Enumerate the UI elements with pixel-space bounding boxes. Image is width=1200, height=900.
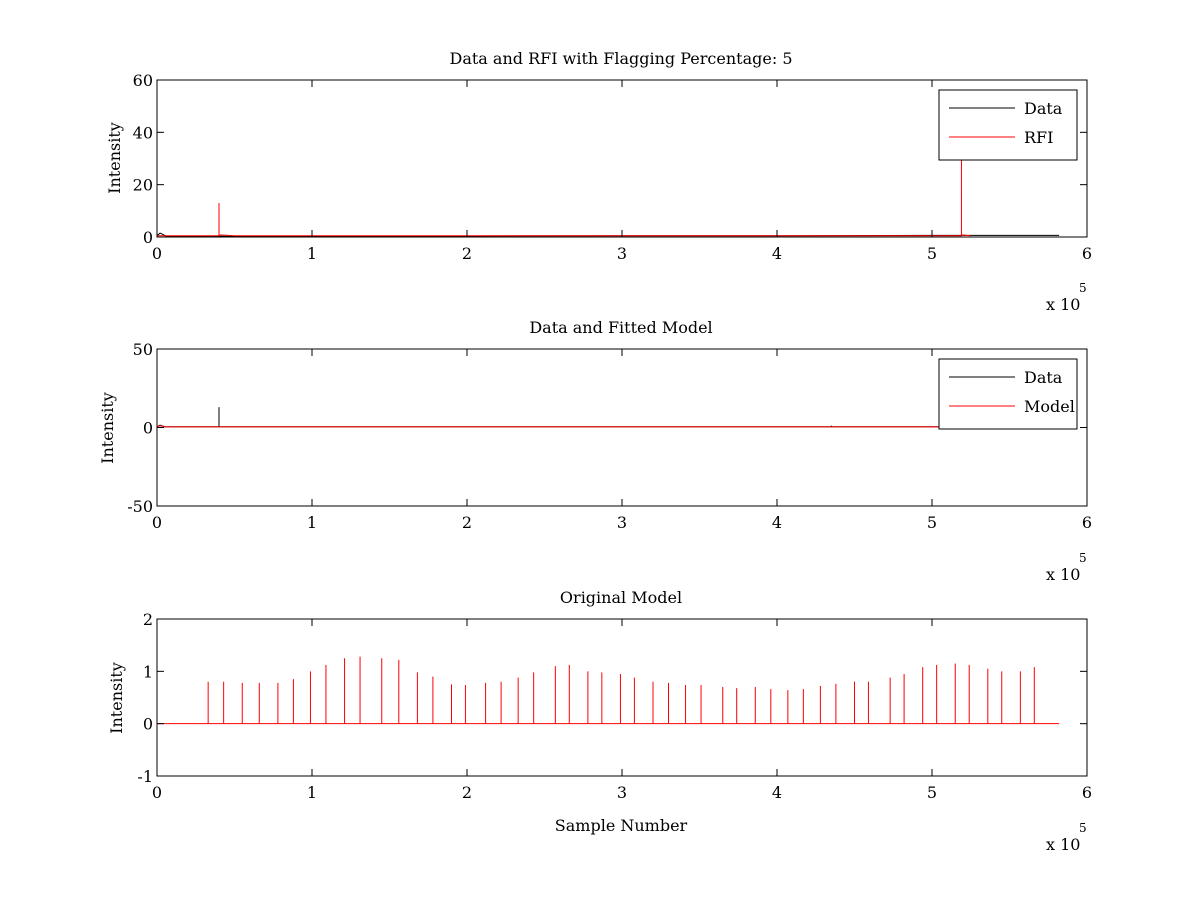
subplot-1-xtick-label: 5 (927, 244, 937, 263)
subplot-3-ytick-label: 0 (143, 715, 153, 734)
subplot-2-legend-label-data: Data (1024, 368, 1063, 387)
subplot-2-ylabel: Intensity (98, 392, 117, 464)
subplot-1-xmultiplier-base: x 10 (1046, 295, 1080, 314)
subplot-3-xtick-label: 2 (462, 783, 472, 802)
subplot-2-xtick-label: 2 (462, 513, 472, 532)
subplot-1-title: Data and RFI with Flagging Percentage: 5 (449, 49, 792, 68)
subplot-3-plot-area (157, 656, 1060, 725)
subplot-1-xtick-label: 0 (152, 244, 162, 263)
subplot-1-ytick-label: 60 (133, 71, 153, 90)
subplot-1-xmultiplier: x 10 5 (1046, 281, 1087, 314)
subplot-3-title: Original Model (560, 588, 682, 607)
subplot-1-ytick-label: 20 (133, 176, 153, 195)
subplot-3-ytick-label: 1 (143, 662, 153, 681)
subplot-2-legend-label-model: Model (1024, 397, 1075, 416)
subplot-3-xmultiplier-exp: 5 (1079, 821, 1087, 835)
subplot-1: Data and RFI with Flagging Percentage: 5… (105, 49, 1092, 314)
subplot-1-legend-label-data: Data (1024, 99, 1063, 118)
subplot-2-xtick-label: 6 (1082, 513, 1092, 532)
subplot-3-axes-box (156, 618, 1088, 777)
subplot-3-xmultiplier: x 10 5 (1046, 821, 1087, 854)
subplot-2-xtick-label: 5 (927, 513, 937, 532)
subplot-1-xtick-label: 2 (462, 244, 472, 263)
subplot-3-ylabel: Intensity (107, 662, 126, 734)
subplot-3: Original Model Intensity Sample Number 0… (107, 588, 1092, 854)
subplot-2-axes-box (156, 348, 1088, 507)
subplot-3-ytick-label: -1 (137, 767, 153, 786)
subplot-1-ytick-label: 40 (133, 123, 153, 142)
subplot-1-xtick-label: 3 (617, 244, 627, 263)
subplot-2-xtick-label: 4 (772, 513, 782, 532)
subplot-3-ytick-label: 2 (143, 610, 153, 629)
subplot-2: Data and Fitted Model Intensity 0 1 2 3 4 5 6 -… (98, 318, 1092, 584)
subplot-2-xmultiplier-exp: 5 (1079, 551, 1087, 565)
subplot-2-ytick-label: -50 (127, 497, 153, 516)
subplot-2-xmultiplier-base: x 10 (1046, 565, 1080, 584)
subplot-2-xtick-label: 0 (152, 513, 162, 532)
subplot-2-xtick-label: 3 (617, 513, 627, 532)
subplot-2-ytick-label: 0 (143, 419, 153, 438)
subplot-3-xmultiplier-base: x 10 (1046, 835, 1080, 854)
subplot-2-xtick-label: 1 (307, 513, 317, 532)
subplot-2-xmultiplier: x 10 5 (1046, 551, 1087, 584)
subplot-3-xtick-label: 5 (927, 783, 937, 802)
subplot-3-xlabel: Sample Number (555, 816, 688, 835)
subplot-3-xtick-label: 0 (152, 783, 162, 802)
subplot-2-series-model (157, 425, 1060, 428)
subplot-2-legend-box (938, 358, 1078, 430)
subplot-1-xtick-label: 4 (772, 244, 782, 263)
subplot-1-ylabel: Intensity (105, 122, 124, 194)
subplot-2-title: Data and Fitted Model (529, 318, 712, 337)
subplot-3-xtick-label: 3 (617, 783, 627, 802)
subplot-1-xtick-label: 6 (1082, 244, 1092, 263)
subplot-3-xtick-label: 4 (772, 783, 782, 802)
subplot-1-axes-box (156, 79, 1088, 238)
subplot-3-xtick-label: 1 (307, 783, 317, 802)
subplot-3-xtick-label: 6 (1082, 783, 1092, 802)
subplot-1-xmultiplier-exp: 5 (1079, 281, 1087, 295)
subplot-1-xtick-label: 1 (307, 244, 317, 263)
subplot-2-plot-area (157, 407, 1060, 428)
subplot-2-legend: Data Model (938, 358, 1078, 430)
subplot-1-legend: Data RFI (938, 89, 1078, 161)
subplot-3-series-line0 (157, 656, 1060, 725)
subplot-1-legend-box (938, 89, 1078, 161)
subplot-1-series-rfi (157, 132, 971, 237)
subplot-2-ytick-label: 50 (133, 340, 153, 359)
subplot-1-ytick-label: 0 (143, 228, 153, 247)
subplot-1-legend-label-rfi: RFI (1024, 128, 1053, 147)
